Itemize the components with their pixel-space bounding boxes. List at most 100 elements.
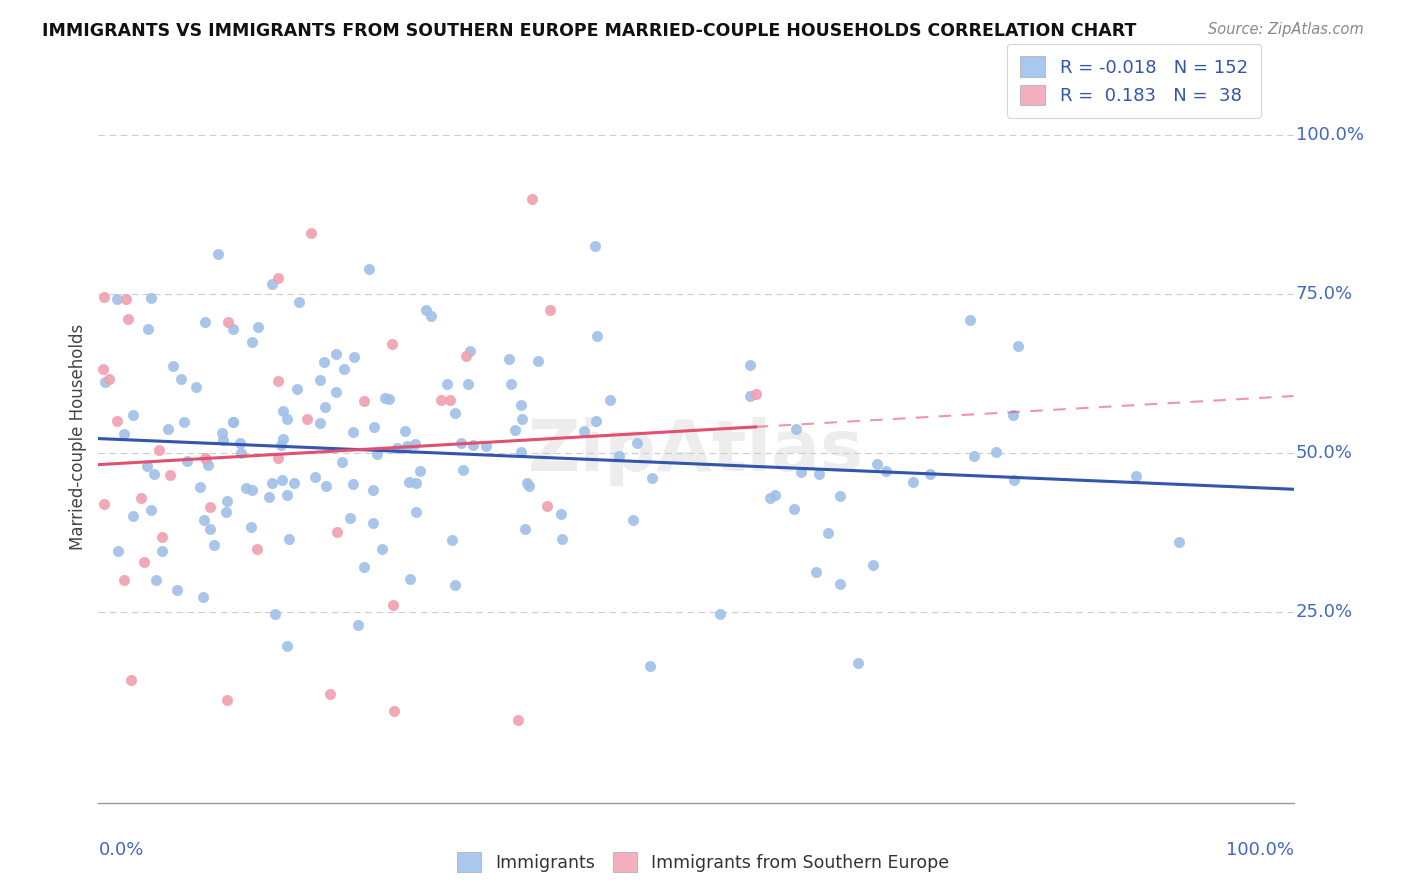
Point	[271, 432, 294, 446]
Point	[215, 693, 238, 707]
Point	[962, 449, 984, 463]
Point	[790, 465, 813, 479]
Point	[314, 355, 336, 369]
Point	[409, 464, 432, 478]
Point	[366, 447, 388, 461]
Point	[105, 292, 128, 306]
Point	[202, 538, 225, 552]
Point	[506, 713, 529, 727]
Point	[211, 425, 233, 440]
Point	[385, 441, 408, 455]
Point	[212, 433, 235, 447]
Point	[319, 687, 342, 701]
Point	[332, 455, 354, 469]
Point	[405, 505, 427, 519]
Point	[475, 439, 498, 453]
Point	[197, 458, 219, 472]
Point	[550, 507, 572, 521]
Point	[415, 303, 437, 318]
Point	[817, 525, 839, 540]
Point	[441, 533, 464, 547]
Point	[875, 464, 897, 478]
Point	[217, 315, 239, 329]
Point	[444, 578, 467, 592]
Point	[150, 530, 173, 544]
Point	[240, 334, 263, 349]
Point	[343, 350, 366, 364]
Point	[215, 505, 238, 519]
Point	[846, 657, 869, 671]
Point	[738, 358, 761, 372]
Point	[276, 488, 298, 502]
Point	[828, 489, 851, 503]
Point	[235, 481, 257, 495]
Point	[326, 525, 349, 540]
Legend: R = -0.018   N = 152, R =  0.183   N =  38: R = -0.018 N = 152, R = 0.183 N = 38	[1008, 44, 1261, 118]
Point	[430, 392, 453, 407]
Point	[381, 337, 404, 351]
Point	[139, 503, 162, 517]
Point	[551, 532, 574, 546]
Point	[222, 415, 245, 429]
Point	[516, 476, 538, 491]
Point	[148, 443, 170, 458]
Point	[166, 582, 188, 597]
Point	[159, 468, 181, 483]
Point	[505, 423, 527, 437]
Point	[1168, 535, 1191, 549]
Point	[510, 397, 533, 411]
Text: 50.0%: 50.0%	[1296, 444, 1353, 462]
Point	[405, 475, 427, 490]
Point	[828, 577, 851, 591]
Point	[270, 438, 292, 452]
Point	[461, 438, 484, 452]
Point	[382, 704, 405, 718]
Point	[641, 471, 664, 485]
Point	[325, 384, 347, 399]
Text: 100.0%: 100.0%	[1226, 841, 1294, 859]
Point	[295, 411, 318, 425]
Point	[513, 522, 536, 536]
Point	[404, 437, 426, 451]
Point	[626, 435, 648, 450]
Point	[271, 403, 294, 417]
Point	[394, 424, 416, 438]
Point	[157, 421, 180, 435]
Point	[314, 400, 336, 414]
Legend: Immigrants, Immigrants from Southern Europe: Immigrants, Immigrants from Southern Eur…	[450, 845, 956, 879]
Point	[373, 391, 395, 405]
Point	[91, 362, 114, 376]
Point	[399, 572, 422, 586]
Point	[176, 454, 198, 468]
Point	[342, 476, 364, 491]
Point	[207, 247, 229, 261]
Point	[135, 458, 157, 473]
Point	[901, 475, 924, 490]
Point	[370, 541, 392, 556]
Point	[419, 310, 441, 324]
Point	[342, 425, 364, 439]
Point	[107, 544, 129, 558]
Point	[184, 380, 207, 394]
Point	[97, 372, 120, 386]
Point	[277, 532, 299, 546]
Point	[378, 392, 401, 407]
Point	[246, 542, 269, 557]
Point	[264, 607, 287, 621]
Point	[195, 451, 218, 466]
Point	[308, 373, 330, 387]
Point	[585, 414, 607, 428]
Point	[621, 512, 644, 526]
Point	[198, 522, 221, 536]
Point	[112, 426, 135, 441]
Point	[194, 315, 217, 329]
Point	[240, 519, 263, 533]
Point	[262, 277, 284, 291]
Point	[267, 450, 290, 465]
Point	[193, 514, 215, 528]
Point	[162, 359, 184, 373]
Point	[285, 382, 308, 396]
Point	[194, 450, 217, 465]
Point	[170, 372, 193, 386]
Point	[247, 320, 270, 334]
